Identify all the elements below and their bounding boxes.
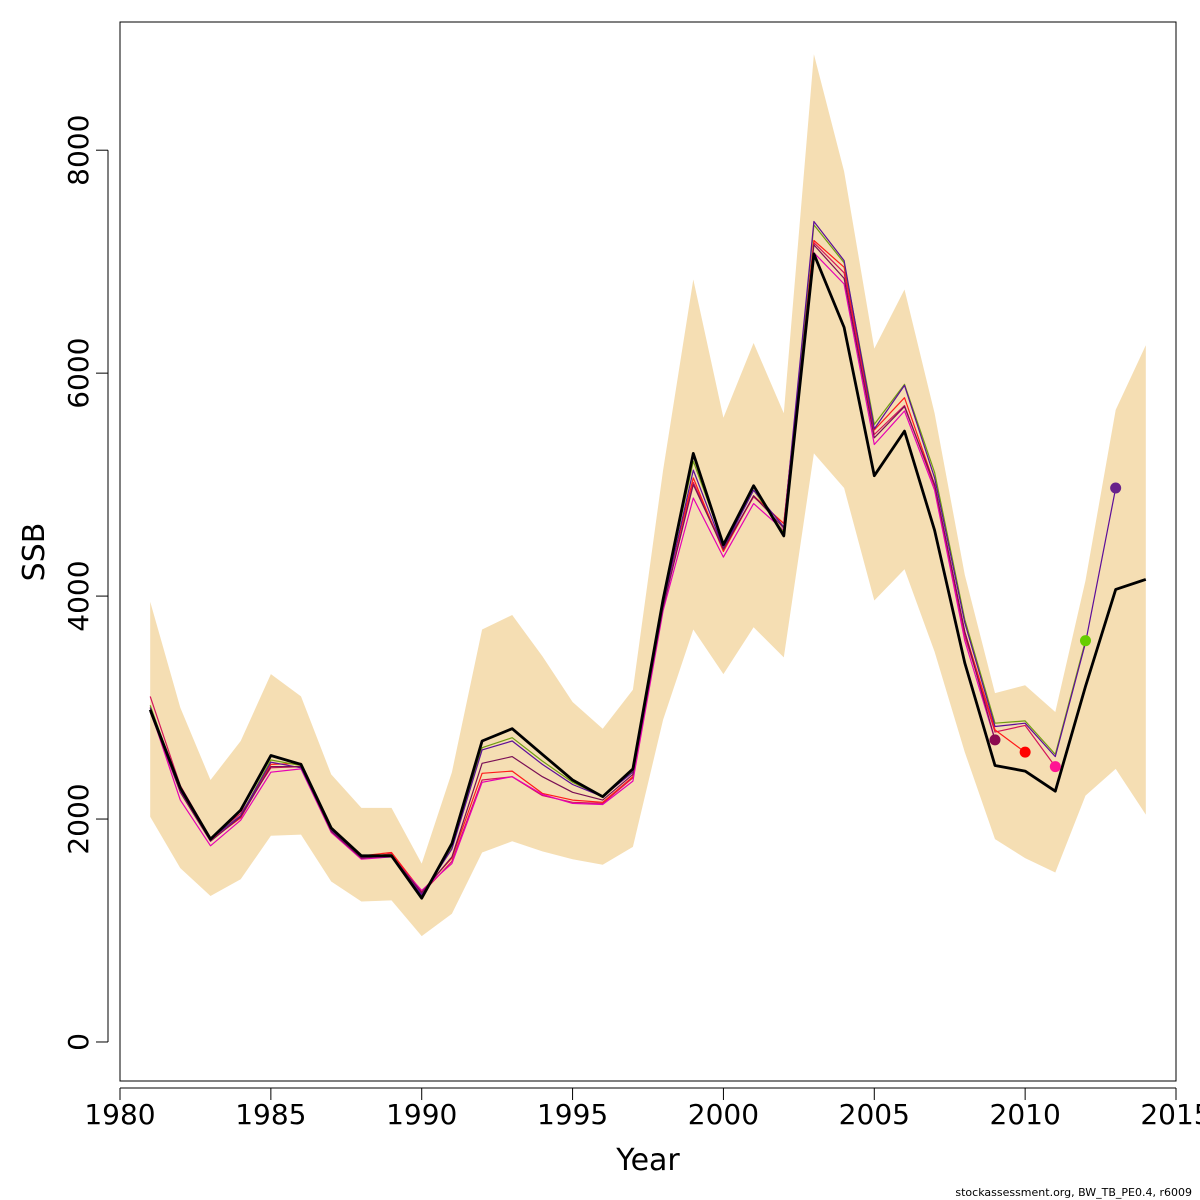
x-tick-label-1990: 1990: [386, 1098, 457, 1131]
y-tick-label-2000: 2000: [62, 783, 95, 854]
terminal-point-2011: [1049, 761, 1061, 773]
x-tick-label-2005: 2005: [839, 1098, 910, 1131]
terminal-point-2009: [989, 734, 1001, 746]
x-tick-label-1995: 1995: [537, 1098, 608, 1131]
y-tick-label-6000: 6000: [62, 338, 95, 409]
x-axis: 1980 1985 1990 1995 2000 2005 2010 2015: [84, 1087, 1200, 1131]
credit-text: stockassessment.org, BW_TB_PE0.4, r6009: [955, 1186, 1192, 1199]
y-tick-label-4000: 4000: [62, 560, 95, 631]
series-line-1: [148, 252, 1147, 900]
terminal-point-2012: [1079, 635, 1091, 647]
x-tick-label-2000: 2000: [688, 1098, 759, 1131]
y-tick-label-0: 0: [62, 1033, 95, 1051]
y-tick-label-8000: 8000: [62, 115, 95, 186]
y-axis-title: SSB: [17, 523, 52, 582]
x-tick-label-2015: 2015: [1140, 1098, 1200, 1131]
terminal-point-2013: [1110, 482, 1122, 494]
confidence-band: [150, 54, 1146, 937]
plot-frame: [119, 21, 1177, 1082]
x-tick-label-1985: 1985: [235, 1098, 306, 1131]
x-tick-label-2010: 2010: [990, 1098, 1061, 1131]
y-axis: 0 2000 4000 6000 8000: [62, 115, 109, 1051]
series-line-7: [149, 244, 996, 894]
x-tick-label-1980: 1980: [84, 1098, 155, 1131]
plot-area: [148, 54, 1147, 937]
terminal-point-2010: [1019, 746, 1031, 758]
x-axis-title: Year: [615, 1143, 680, 1178]
series-line-4: [149, 252, 996, 892]
